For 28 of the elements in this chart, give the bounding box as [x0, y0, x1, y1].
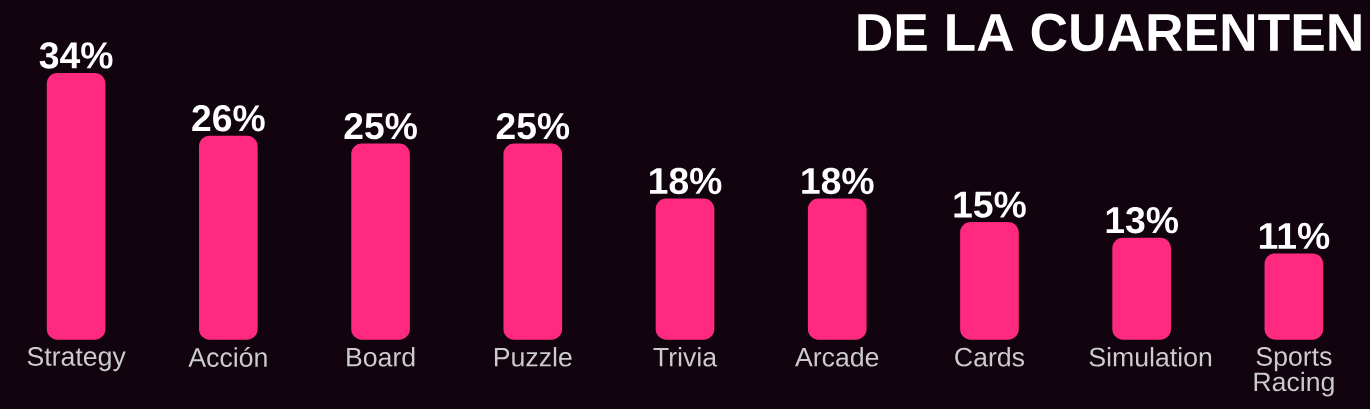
bar	[503, 143, 563, 340]
x-tick-label: Trivia	[653, 347, 718, 367]
bar	[960, 222, 1019, 340]
x-tick-label: Puzzle	[494, 347, 572, 367]
x-tick-label: Strategy	[27, 347, 126, 372]
bar	[1112, 237, 1171, 340]
data-label: 11%	[1259, 222, 1330, 250]
bar	[199, 135, 258, 340]
x-tick-label: Arcade	[795, 347, 879, 367]
x-tick-label: Cards	[955, 347, 1025, 367]
x-tick-label: Sports Racing	[1254, 347, 1334, 397]
data-label: 34%	[39, 42, 113, 69]
data-label: 25%	[496, 112, 570, 140]
bar	[1264, 253, 1324, 340]
bar	[351, 143, 410, 340]
chart-title: DE LA CUARENTEN	[858, 13, 1361, 52]
data-label: 18%	[802, 167, 874, 195]
data-label: 25%	[344, 112, 417, 140]
x-tick-label: Simulation	[1089, 347, 1212, 367]
bar	[807, 198, 867, 340]
bar	[655, 198, 715, 340]
data-label: 18%	[649, 167, 722, 195]
x-tick-label: Board	[347, 347, 415, 367]
data-label: 15%	[954, 191, 1026, 218]
data-label: 26%	[192, 105, 265, 132]
bar	[46, 72, 106, 340]
data-label: 13%	[1106, 206, 1179, 234]
x-tick-label: Acción	[188, 347, 267, 367]
